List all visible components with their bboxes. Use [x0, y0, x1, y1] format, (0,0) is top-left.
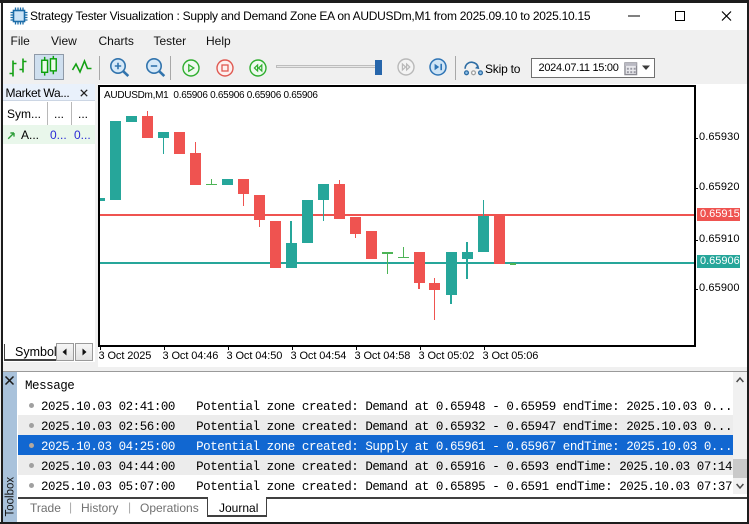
svg-text:Toolbox: Toolbox [5, 477, 17, 517]
